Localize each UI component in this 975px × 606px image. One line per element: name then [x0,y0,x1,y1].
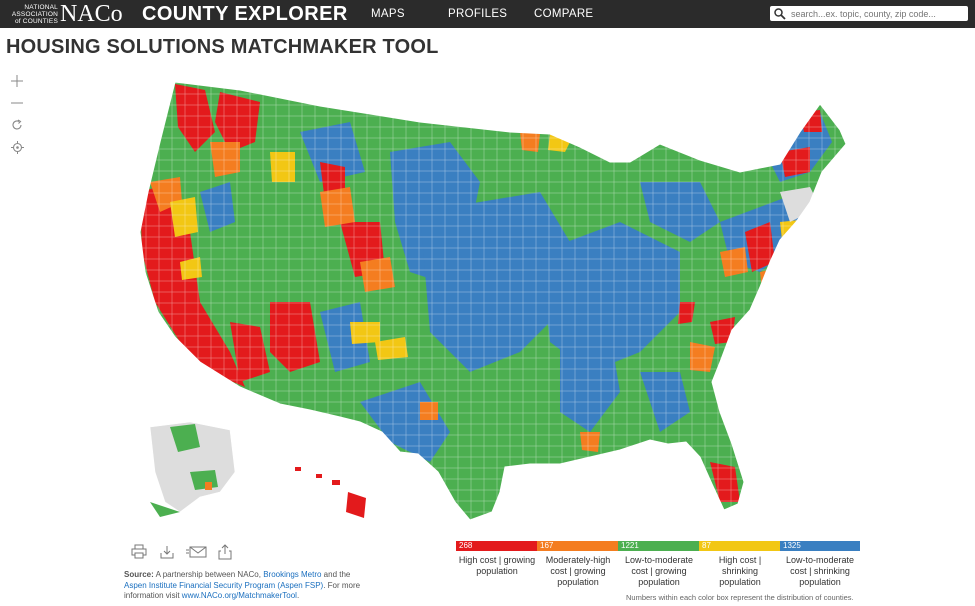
legend-count-1: 268 [456,541,537,551]
naco-logo[interactable]: NATIONAL ASSOCIATION of COUNTIES NACo [8,2,123,26]
source-text-3: . For more information visit [124,580,361,601]
legend-count-3: 1221 [618,541,699,551]
source-label: Source: [124,570,154,579]
legend-label-5: Low-to-moderate cost | shrinking populat… [785,555,855,587]
region-no-data-ne [780,187,820,222]
legend-count-2: 167 [537,541,618,551]
nav-maps[interactable]: MAPS [371,8,405,20]
nav-compare[interactable]: COMPARE [534,8,594,20]
legend-count-5: 1325 [780,541,860,551]
legend-label-3: Low-to-moderate cost | growing populatio… [624,555,694,587]
matchmaker-link[interactable]: www.NACo.org/MatchmakerTool [181,591,297,600]
us-county-map[interactable] [120,72,860,532]
search-box[interactable] [770,6,968,21]
download-icon[interactable] [159,544,175,565]
zoom-out-icon[interactable] [8,94,26,112]
alaska[interactable] [149,421,236,517]
locate-icon[interactable] [8,138,26,156]
nav-profiles[interactable]: PROFILES [448,8,508,20]
reset-icon[interactable] [8,116,26,134]
source-text-4: . [296,591,300,600]
legend-note: Numbers within each color box represent … [626,593,854,602]
page-title: HOUSING SOLUTIONS MATCHMAKER TOOL [6,36,439,58]
aspen-link[interactable]: Aspen Institute Financial Security Progr… [124,580,324,590]
search-input[interactable] [787,8,966,19]
logo-line-1: NATIONAL [24,3,58,11]
legend-count-4: 87 [699,541,780,551]
legend-label-4: High cost | shrinking population [718,555,762,587]
logo-naco: NACo [60,1,123,27]
logo-small-text: NATIONAL ASSOCIATION of COUNTIES [8,4,58,25]
search-icon [774,7,786,20]
logo-line-2: ASSOCIATION [11,10,58,18]
brookings-link[interactable]: Brookings Metro [263,570,322,579]
county-explorer-title[interactable]: COUNTY EXPLORER [142,3,348,25]
hawaii[interactable] [295,467,366,518]
logo-line-3: of COUNTIES [14,17,58,25]
share-icon[interactable] [217,544,233,565]
legend-label-2: Moderately-high cost | growing populatio… [545,555,611,587]
email-icon[interactable] [186,544,208,565]
legend-label-1: High cost | growing population [458,555,536,576]
print-icon[interactable] [131,544,147,565]
source-text-2: and the [321,570,351,579]
us-outline [139,81,847,521]
zoom-in-icon[interactable] [8,72,26,90]
source-text-1: A partnership between NACo, [153,570,264,579]
top-bar: NATIONAL ASSOCIATION of COUNTIES NACo CO… [0,0,975,28]
source-note: Source: A partnership between NACo, Broo… [124,570,374,602]
